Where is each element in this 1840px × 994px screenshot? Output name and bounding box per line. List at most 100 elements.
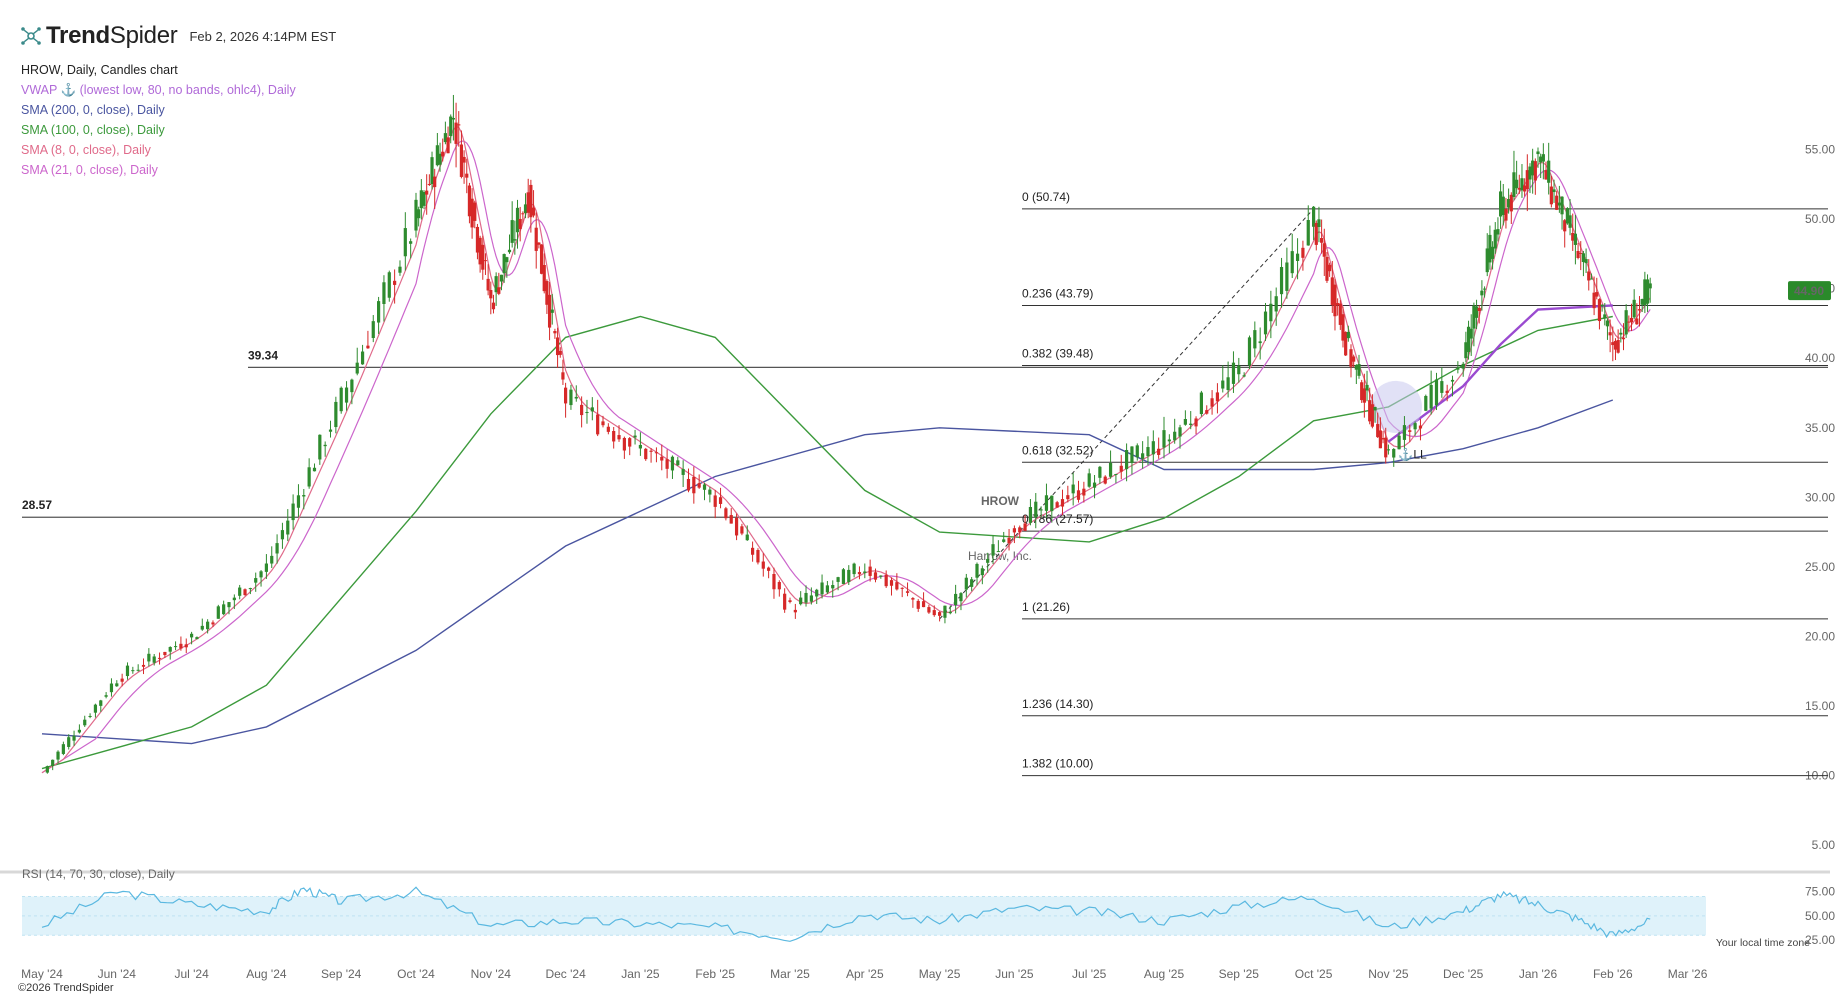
candle-body (1194, 418, 1198, 427)
candle-body (1541, 154, 1545, 162)
level-label-28: 28.57 (22, 498, 52, 512)
candle-body (243, 589, 247, 596)
trendspider-logo-icon (21, 27, 41, 45)
candle-body (697, 483, 701, 488)
candle-body (1338, 303, 1342, 325)
legend-sma-8[interactable]: SMA (8, 0, close), Daily (21, 143, 151, 157)
candle-body (502, 254, 506, 274)
candle-body (1114, 474, 1118, 476)
candle-body (355, 362, 359, 374)
candle-body (334, 401, 338, 428)
candle-body (1635, 318, 1639, 325)
candle-body (959, 593, 963, 602)
candle-body (534, 227, 538, 251)
candle-body (873, 572, 878, 580)
candle-body (1044, 495, 1049, 511)
candle-body (884, 574, 888, 587)
candle-body (248, 588, 252, 590)
candle-body (1640, 299, 1644, 305)
candle-body (745, 534, 749, 541)
candle-body (1450, 379, 1455, 382)
candle-body (513, 239, 517, 241)
candle-body (1071, 484, 1075, 494)
candle-body (1603, 314, 1607, 319)
candle-body (1141, 453, 1145, 459)
candle-body (1645, 279, 1650, 304)
candle-body (569, 389, 573, 406)
x-tick-label: Oct '24 (397, 967, 435, 981)
fib-label: 1.236 (14.30) (1022, 697, 1093, 711)
candle-body (152, 656, 156, 663)
candle-body (441, 151, 445, 157)
rsi-tick-label: 25.00 (1805, 933, 1835, 947)
candle-body (1365, 384, 1369, 391)
x-tick-label: Feb '26 (1593, 967, 1633, 981)
candle-body (1050, 495, 1054, 512)
candle-body (986, 558, 990, 563)
candle-body (1565, 208, 1569, 224)
candle-body (1621, 337, 1626, 340)
candle-body (660, 456, 664, 461)
candle-body (1517, 187, 1521, 190)
candle-body (339, 387, 343, 412)
copyright: ©2026 TrendSpider (18, 982, 114, 994)
candle-body (481, 244, 485, 270)
candle-body (296, 495, 301, 508)
watermark-symbol: HROW (981, 494, 1020, 508)
candle-body (1616, 340, 1620, 353)
candle-body (547, 294, 552, 328)
candle-body (531, 207, 536, 216)
candle-body (1512, 172, 1516, 197)
candle-body (104, 695, 108, 697)
legend-sma-100[interactable]: SMA (100, 0, close), Daily (21, 123, 165, 137)
x-tick-label: Oct '25 (1295, 967, 1333, 981)
y-tick-label: 30.00 (1805, 490, 1835, 504)
candle-body (740, 526, 744, 534)
candle-body (72, 735, 76, 741)
candle-body (371, 321, 375, 338)
chart-title[interactable]: HROW, Daily, Candles chart (21, 63, 178, 77)
candle-body (1320, 238, 1324, 243)
candle-body (686, 478, 691, 491)
candle-body (1242, 375, 1246, 377)
legend-vwap[interactable]: VWAP ⚓ (lowest low, 80, no bands, ohlc4)… (21, 83, 296, 97)
candle-body (761, 561, 765, 569)
candle-body (948, 611, 952, 614)
candle-body (518, 218, 522, 229)
candles (45, 94, 1652, 774)
candle-body (523, 204, 528, 214)
candle-body (1573, 233, 1577, 245)
candle-body (1424, 395, 1428, 411)
candle-body (628, 438, 632, 447)
candle-body (1600, 304, 1604, 307)
candle-body (991, 544, 995, 556)
candle-body (427, 183, 431, 185)
candle-body (932, 610, 936, 616)
candle-body (561, 372, 565, 380)
candle-body (1247, 337, 1252, 366)
candle-body (312, 467, 317, 472)
candle-body (1231, 362, 1236, 384)
highlight-marker[interactable] (1370, 380, 1422, 433)
candle-body (1362, 388, 1366, 403)
candle-body (734, 517, 739, 536)
fib-label: 1.382 (10.00) (1022, 757, 1093, 771)
candle-body (1507, 198, 1511, 208)
candle-body (1328, 264, 1332, 272)
candle-body (433, 176, 437, 188)
candle-body (350, 379, 354, 393)
last-price-badge[interactable] (1788, 281, 1831, 301)
candle-body (638, 444, 642, 449)
candle-body (1496, 229, 1500, 235)
timezone-note[interactable]: Your local time zone (1715, 937, 1810, 949)
candle-body (238, 587, 242, 596)
candle-body (708, 489, 712, 495)
candle-body (1619, 332, 1623, 335)
candle-body (120, 678, 124, 682)
candle-body (1325, 256, 1329, 281)
legend-sma-21[interactable]: SMA (21, 0, close), Daily (21, 163, 158, 177)
legend-sma-200[interactable]: SMA (200, 0, close), Daily (21, 103, 165, 117)
candle-body (713, 495, 717, 507)
brand[interactable]: TrendSpider Feb 2, 2026 4:14PM EST (20, 22, 336, 50)
